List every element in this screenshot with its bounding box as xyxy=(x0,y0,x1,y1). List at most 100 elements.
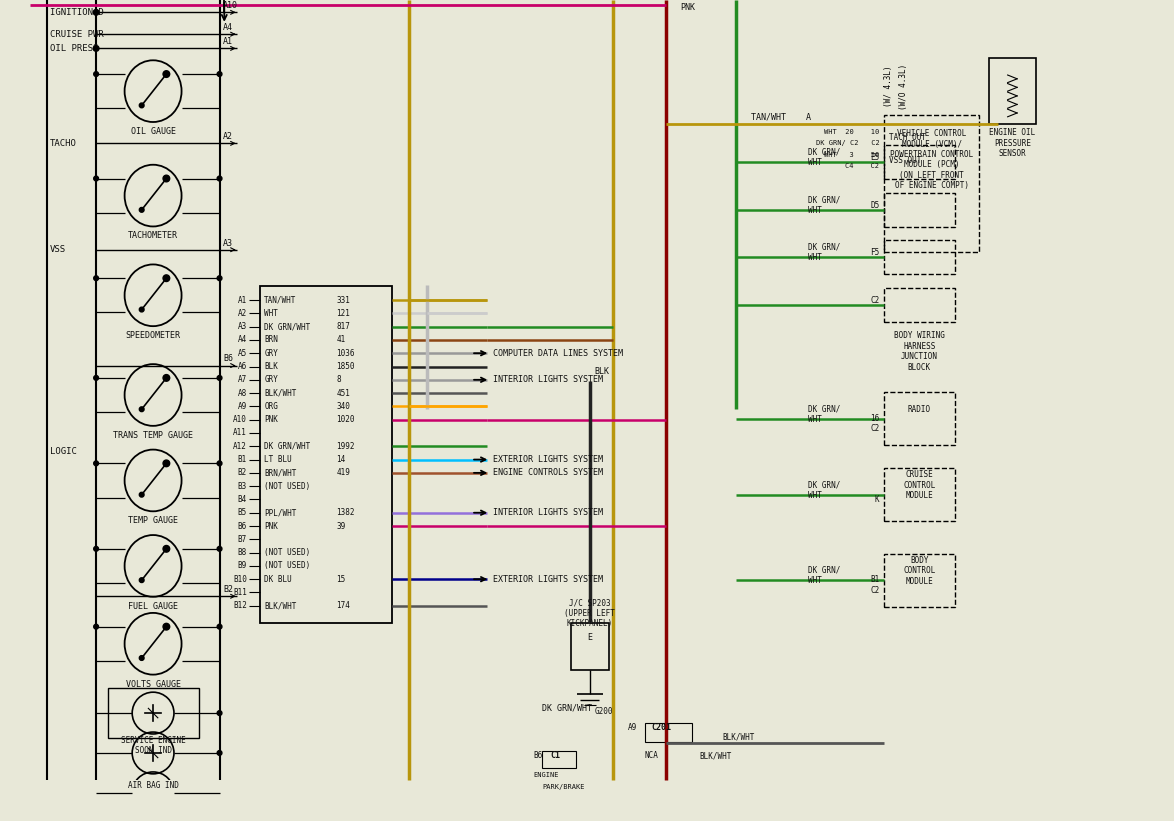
Text: IGNITION D: IGNITION D xyxy=(49,8,103,17)
Text: DK GRN/
WHT: DK GRN/ WHT xyxy=(808,195,841,215)
Text: A3: A3 xyxy=(238,322,247,331)
Text: 1382: 1382 xyxy=(336,508,355,517)
Text: A4: A4 xyxy=(223,23,234,32)
Text: 14: 14 xyxy=(336,455,345,464)
Text: B7: B7 xyxy=(238,534,247,544)
Text: A3: A3 xyxy=(223,239,234,248)
Text: A10: A10 xyxy=(234,415,247,424)
Bar xyxy=(645,722,693,741)
Text: (W/ 4.3L): (W/ 4.3L) xyxy=(884,66,893,108)
Circle shape xyxy=(140,656,144,660)
Circle shape xyxy=(94,547,99,551)
Circle shape xyxy=(94,461,99,466)
Text: J/C SP203
(UPPER LEFT
KICKPANEL): J/C SP203 (UPPER LEFT KICKPANEL) xyxy=(565,599,615,628)
Text: 39: 39 xyxy=(336,521,345,530)
Text: OIL PRESS: OIL PRESS xyxy=(49,44,97,53)
Text: 1020: 1020 xyxy=(336,415,355,424)
Circle shape xyxy=(217,71,222,76)
Text: CRUISE
CONTROL
MODULE: CRUISE CONTROL MODULE xyxy=(903,470,936,500)
Text: ENGINE: ENGINE xyxy=(533,772,559,777)
Text: BODY WIRING
HARNESS
JUNCTION
BLOCK: BODY WIRING HARNESS JUNCTION BLOCK xyxy=(893,332,945,372)
Text: BLK/WHT: BLK/WHT xyxy=(264,601,297,610)
Circle shape xyxy=(93,10,99,16)
Text: TACH OUT: TACH OUT xyxy=(889,133,926,142)
Text: K: K xyxy=(875,495,879,504)
Text: C2: C2 xyxy=(870,296,879,305)
Circle shape xyxy=(93,46,99,51)
Text: DK GRN/WHT: DK GRN/WHT xyxy=(264,322,310,331)
Text: (NOT USED): (NOT USED) xyxy=(264,548,310,557)
Text: B3: B3 xyxy=(238,482,247,491)
Text: TACHO: TACHO xyxy=(49,139,76,148)
Text: COMPUTER DATA LINES SYSTEM: COMPUTER DATA LINES SYSTEM xyxy=(493,349,623,358)
Text: DK GRN/WHT: DK GRN/WHT xyxy=(264,442,310,451)
Text: B1: B1 xyxy=(238,455,247,464)
Bar xyxy=(884,392,956,445)
Text: FUEL GAUGE: FUEL GAUGE xyxy=(128,602,178,611)
Text: 41: 41 xyxy=(336,336,345,345)
Text: BLK/WHT: BLK/WHT xyxy=(699,751,731,760)
Text: TRANS TEMP GAUGE: TRANS TEMP GAUGE xyxy=(113,431,193,440)
Text: B10: B10 xyxy=(234,575,247,584)
Text: C1: C1 xyxy=(549,751,560,760)
Text: PNK: PNK xyxy=(680,3,695,12)
Circle shape xyxy=(163,374,170,381)
Text: B1
C2: B1 C2 xyxy=(870,576,879,594)
Text: INTERIOR LIGHTS SYSTEM: INTERIOR LIGHTS SYSTEM xyxy=(493,508,603,517)
Text: A6: A6 xyxy=(238,362,247,371)
Text: F5: F5 xyxy=(870,248,879,257)
Text: E5: E5 xyxy=(870,154,879,162)
Circle shape xyxy=(217,375,222,380)
Circle shape xyxy=(140,103,144,108)
Bar xyxy=(884,145,956,180)
Text: DK GRN/
WHT: DK GRN/ WHT xyxy=(808,480,841,500)
Text: 331: 331 xyxy=(336,296,350,305)
Circle shape xyxy=(163,545,170,553)
Text: 340: 340 xyxy=(336,402,350,410)
Text: INTERIOR LIGHTS SYSTEM: INTERIOR LIGHTS SYSTEM xyxy=(493,375,603,384)
Text: ENGINE OIL
PRESSURE
SENSOR: ENGINE OIL PRESSURE SENSOR xyxy=(990,128,1035,158)
Text: LOGIC: LOGIC xyxy=(49,447,76,456)
Circle shape xyxy=(163,275,170,282)
Circle shape xyxy=(217,177,222,181)
Text: B6: B6 xyxy=(533,751,542,760)
Text: A1: A1 xyxy=(238,296,247,305)
Circle shape xyxy=(217,711,222,715)
Bar xyxy=(108,688,198,738)
Text: AIR BAG IND: AIR BAG IND xyxy=(128,781,178,790)
Text: A5: A5 xyxy=(238,349,247,358)
Text: 174: 174 xyxy=(336,601,350,610)
Text: NCA: NCA xyxy=(645,751,659,760)
Circle shape xyxy=(163,623,170,630)
Text: (NOT USED): (NOT USED) xyxy=(264,562,310,571)
Text: LT BLU: LT BLU xyxy=(264,455,292,464)
Circle shape xyxy=(94,276,99,281)
Text: B8: B8 xyxy=(238,548,247,557)
Circle shape xyxy=(140,307,144,312)
Text: TAN/WHT    A: TAN/WHT A xyxy=(751,112,811,122)
Text: VOLTS GAUGE: VOLTS GAUGE xyxy=(126,680,181,689)
Text: C201: C201 xyxy=(652,722,672,732)
Bar xyxy=(571,623,609,671)
Text: A9: A9 xyxy=(628,722,637,732)
Text: 1850: 1850 xyxy=(336,362,355,371)
Circle shape xyxy=(217,276,222,281)
Circle shape xyxy=(140,407,144,411)
Text: OIL GAUGE: OIL GAUGE xyxy=(130,127,176,136)
Bar xyxy=(884,193,956,227)
Text: A11: A11 xyxy=(234,429,247,438)
Text: 1036: 1036 xyxy=(336,349,355,358)
Text: GRY: GRY xyxy=(264,375,278,384)
Text: CRUISE PWR: CRUISE PWR xyxy=(49,30,103,39)
Circle shape xyxy=(163,175,170,181)
Text: B5: B5 xyxy=(238,508,247,517)
Text: B2: B2 xyxy=(223,585,234,594)
Text: B4: B4 xyxy=(238,495,247,504)
Text: B12: B12 xyxy=(234,601,247,610)
Circle shape xyxy=(163,460,170,466)
Circle shape xyxy=(140,578,144,583)
Text: DK GRN/WHT: DK GRN/WHT xyxy=(542,704,593,713)
Text: DK GRN/
WHT: DK GRN/ WHT xyxy=(808,243,841,262)
Bar xyxy=(884,553,956,607)
Text: ENGINE CONTROLS SYSTEM: ENGINE CONTROLS SYSTEM xyxy=(493,468,603,477)
